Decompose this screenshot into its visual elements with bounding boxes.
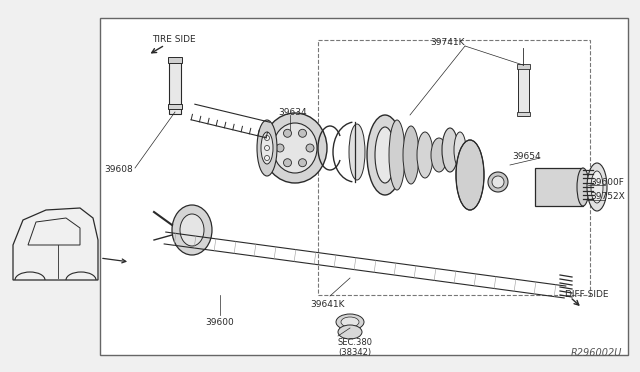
Text: 39600: 39600 bbox=[205, 318, 234, 327]
Bar bbox=[100, 18, 628, 355]
Circle shape bbox=[298, 159, 307, 167]
Ellipse shape bbox=[403, 126, 419, 184]
Bar bbox=[318, 40, 590, 295]
Ellipse shape bbox=[431, 138, 447, 172]
Bar bbox=[518, 68, 529, 116]
Ellipse shape bbox=[591, 171, 603, 203]
Ellipse shape bbox=[577, 168, 589, 206]
Ellipse shape bbox=[273, 123, 317, 173]
Text: 39641K: 39641K bbox=[310, 300, 344, 309]
Circle shape bbox=[276, 144, 284, 152]
Ellipse shape bbox=[442, 128, 458, 172]
Bar bbox=[169, 62, 181, 114]
Text: 39608: 39608 bbox=[104, 165, 132, 174]
Text: 39654: 39654 bbox=[512, 152, 541, 161]
Circle shape bbox=[492, 176, 504, 188]
Ellipse shape bbox=[257, 120, 277, 176]
Ellipse shape bbox=[263, 113, 327, 183]
Ellipse shape bbox=[389, 120, 405, 190]
Bar bbox=[517, 112, 530, 116]
Ellipse shape bbox=[336, 314, 364, 330]
Text: SEC.380
(38342): SEC.380 (38342) bbox=[338, 338, 373, 357]
Text: 39741K: 39741K bbox=[430, 38, 465, 47]
Text: 39600F: 39600F bbox=[590, 178, 624, 187]
Text: 39752X: 39752X bbox=[590, 192, 625, 201]
Circle shape bbox=[284, 159, 291, 167]
Ellipse shape bbox=[338, 325, 362, 339]
Text: DIFF SIDE: DIFF SIDE bbox=[565, 290, 609, 299]
Ellipse shape bbox=[367, 115, 403, 195]
Circle shape bbox=[264, 135, 269, 141]
Text: TIRE SIDE: TIRE SIDE bbox=[152, 35, 196, 44]
Text: 39634: 39634 bbox=[278, 108, 307, 117]
Bar bbox=[517, 64, 530, 69]
Bar bbox=[168, 57, 182, 63]
Ellipse shape bbox=[587, 163, 607, 211]
Ellipse shape bbox=[172, 205, 212, 255]
Circle shape bbox=[264, 145, 269, 151]
Ellipse shape bbox=[180, 214, 204, 246]
Circle shape bbox=[298, 129, 307, 137]
Ellipse shape bbox=[349, 124, 365, 180]
Circle shape bbox=[264, 155, 269, 160]
Ellipse shape bbox=[417, 132, 433, 178]
Ellipse shape bbox=[261, 132, 273, 164]
Bar bbox=[168, 104, 182, 109]
Circle shape bbox=[306, 144, 314, 152]
Text: R296002U: R296002U bbox=[571, 348, 622, 358]
Circle shape bbox=[488, 172, 508, 192]
Ellipse shape bbox=[341, 317, 359, 327]
Ellipse shape bbox=[454, 132, 466, 168]
Ellipse shape bbox=[375, 127, 395, 183]
Bar bbox=[535, 168, 583, 206]
Ellipse shape bbox=[456, 140, 484, 210]
Circle shape bbox=[284, 129, 291, 137]
